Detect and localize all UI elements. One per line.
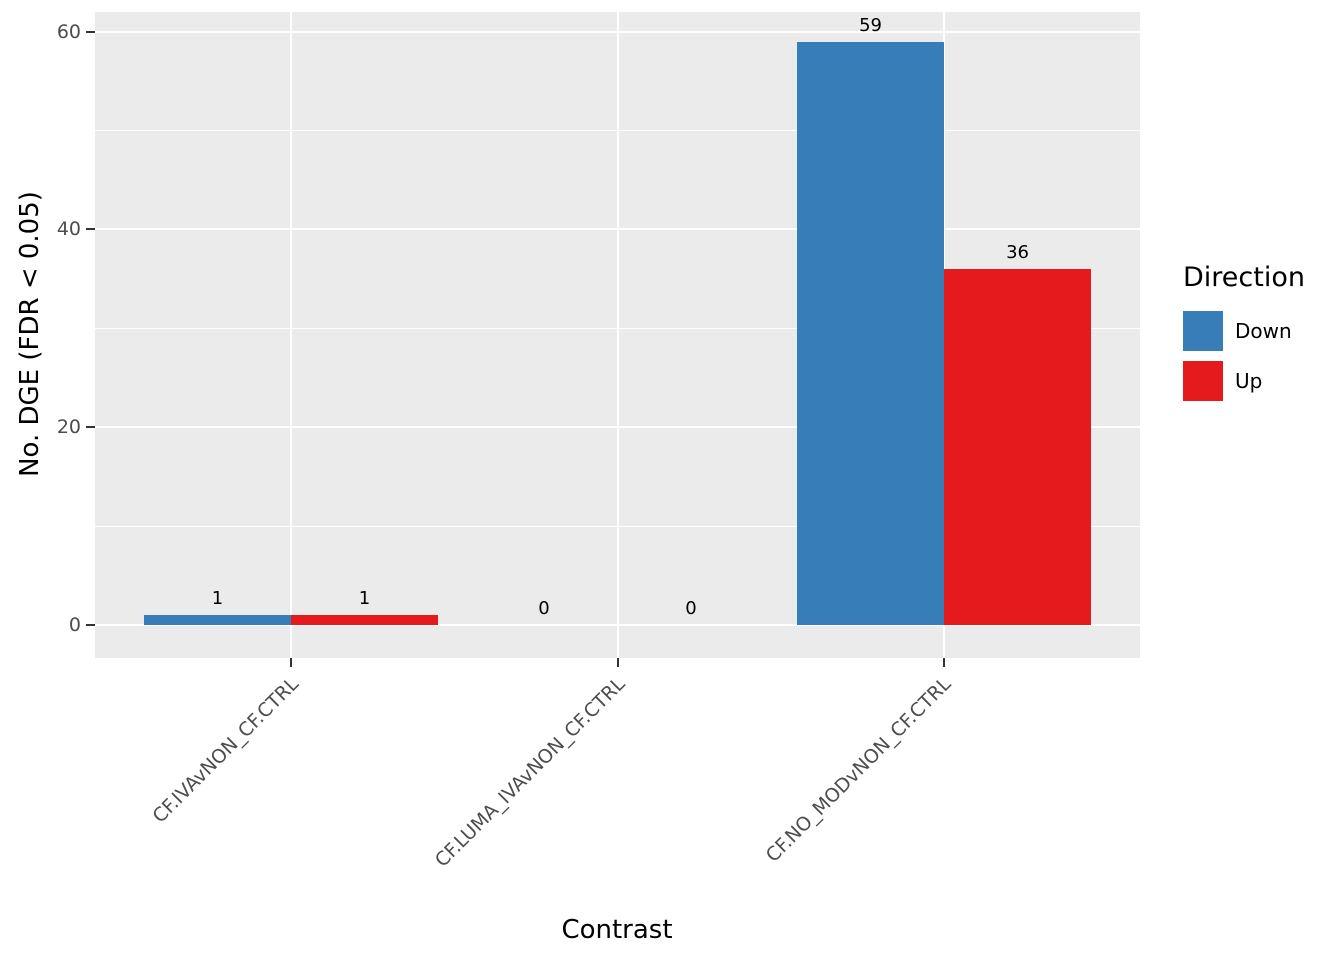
x-tick-mark-0 — [289, 658, 292, 667]
bar-up-0 — [290, 614, 438, 625]
legend-key-down — [1183, 311, 1223, 351]
y-tick-mark-40 — [86, 228, 95, 231]
x-axis-title: Contrast — [561, 915, 673, 945]
x-tick-mark-1 — [616, 658, 619, 667]
legend-label-down: Down — [1235, 319, 1292, 343]
bar-up-2 — [944, 269, 1092, 625]
y-tick-label-0: 0 — [68, 613, 81, 636]
y-tick-mark-0 — [86, 623, 95, 626]
gridline-major-x-0 — [289, 12, 292, 658]
y-tick-label-40: 40 — [56, 218, 81, 241]
bar-value-label-down-2: 59 — [859, 14, 883, 36]
x-tick-label-2: CF.NO_MODvNON_CF.CTRL — [762, 673, 956, 867]
legend-title: Direction — [1183, 262, 1305, 293]
bar-value-label-down-0: 1 — [211, 587, 224, 609]
x-tick-label-0: CF.IVAvNON_CF.CTRL — [148, 673, 303, 828]
gridline-major-x-1 — [616, 12, 619, 658]
legend-items: Down Up — [1183, 311, 1305, 401]
legend-item-down: Down — [1183, 311, 1305, 351]
bar-value-label-down-1: 0 — [538, 597, 550, 619]
y-tick-label-20: 20 — [56, 416, 81, 439]
x-tick-mark-2 — [943, 658, 946, 667]
y-tick-mark-60 — [86, 30, 95, 33]
bar-down-0 — [143, 614, 291, 625]
legend-item-up: Up — [1183, 361, 1305, 401]
legend-key-up — [1183, 361, 1223, 401]
bar-value-label-up-2: 36 — [1006, 242, 1030, 264]
legend-label-up: Up — [1235, 369, 1263, 393]
x-tick-label-1: CF.LUMA_IVAvNON_CF.CTRL — [430, 673, 630, 872]
legend: Direction Down Up — [1183, 262, 1305, 411]
y-tick-mark-20 — [86, 426, 95, 429]
bar-value-label-up-0: 1 — [358, 587, 371, 609]
plot-panel: 1 1 0 0 59 36 — [95, 12, 1140, 658]
bar-value-label-up-1: 0 — [685, 597, 697, 619]
bar-down-2 — [797, 41, 945, 625]
y-tick-label-60: 60 — [56, 20, 81, 43]
